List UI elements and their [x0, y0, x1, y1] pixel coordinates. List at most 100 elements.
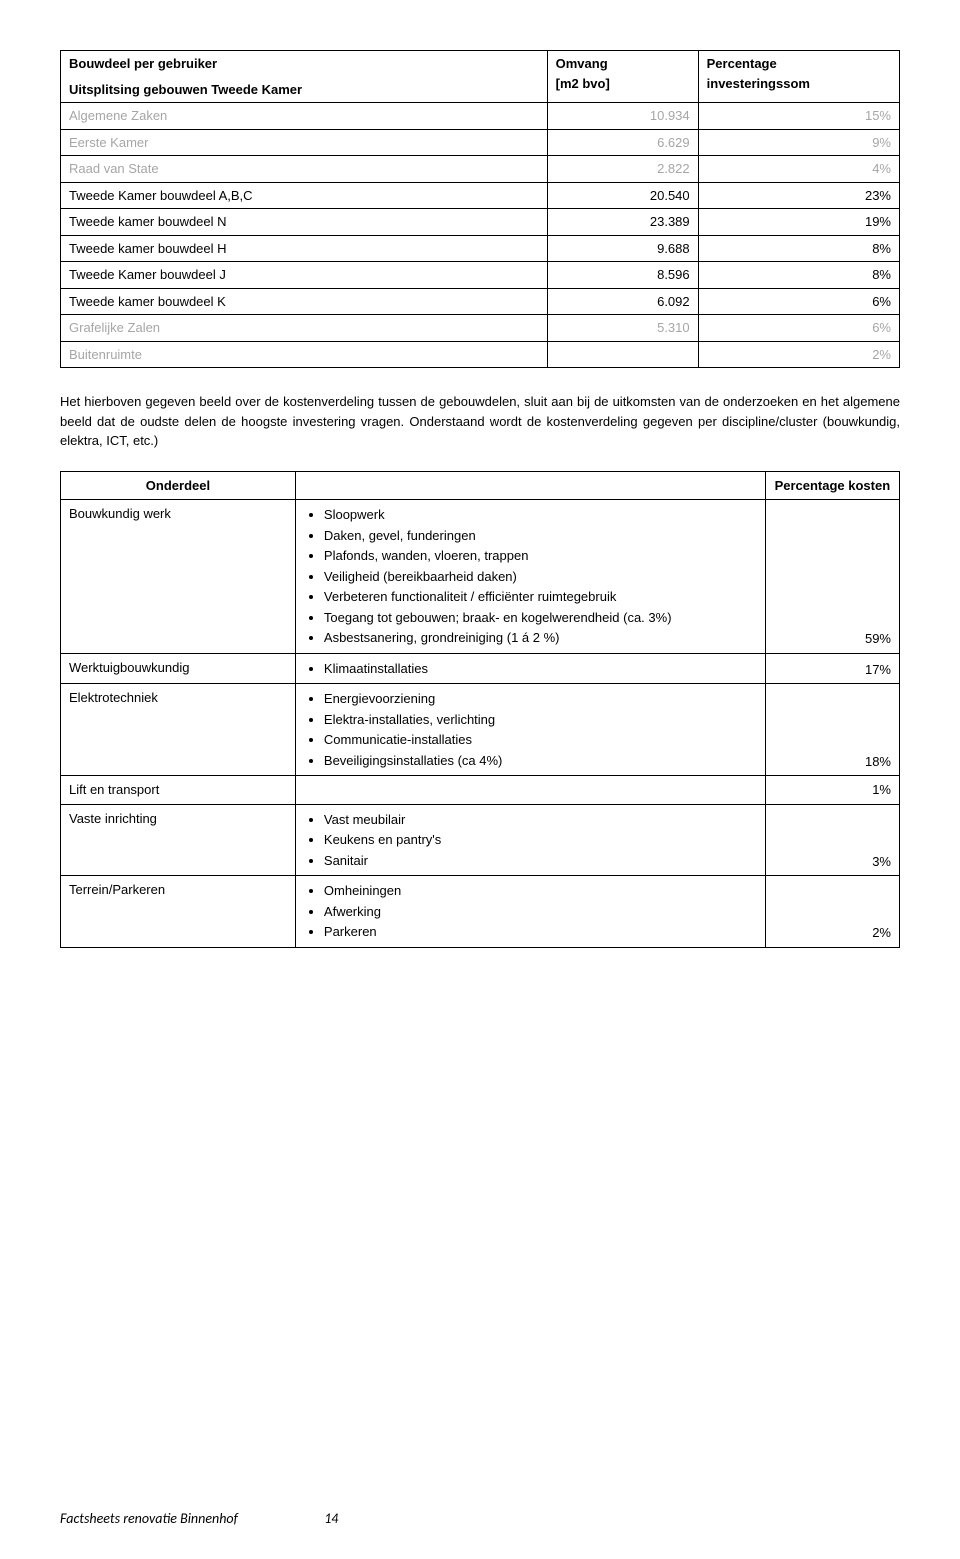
table-bouwdeel: Bouwdeel per gebruiker Uitsplitsing gebo…: [60, 50, 900, 368]
list-item: Elektra-installaties, verlichting: [324, 710, 757, 730]
table-row: Tweede Kamer bouwdeel A,B,C20.54023%: [61, 182, 900, 209]
cell-category: Vaste inrichting: [61, 804, 296, 876]
cell-pct: 6%: [698, 315, 899, 342]
footer-title: Factsheets renovatie Binnenhof: [60, 1510, 238, 1527]
cell-pct: 8%: [698, 262, 899, 289]
t2-h3: Percentage kosten: [765, 471, 899, 500]
cell-omvang: 10.934: [547, 103, 698, 130]
cell-label: Buitenruimte: [61, 341, 548, 368]
table-row: Raad van State2.8224%: [61, 156, 900, 183]
cell-category: Werktuigbouwkundig: [61, 653, 296, 684]
cell-label: Tweede Kamer bouwdeel J: [61, 262, 548, 289]
cell-label: Raad van State: [61, 156, 548, 183]
cell-pct: 1%: [765, 776, 899, 805]
cell-pct: 4%: [698, 156, 899, 183]
list-item: Verbeteren functionaliteit / efficiënter…: [324, 587, 757, 607]
cell-pct: 8%: [698, 235, 899, 262]
table-row: ElektrotechniekEnergievoorzieningElektra…: [61, 684, 900, 776]
cell-desc: Vast meubilairKeukens en pantry'sSanitai…: [295, 804, 765, 876]
cell-desc: EnergievoorzieningElektra-installaties, …: [295, 684, 765, 776]
list-item: Asbestsanering, grondreiniging (1 á 2 %): [324, 628, 757, 648]
cell-omvang: 23.389: [547, 209, 698, 236]
table-row: Tweede Kamer bouwdeel J8.5968%: [61, 262, 900, 289]
cell-category: Terrein/Parkeren: [61, 876, 296, 948]
cell-pct: 2%: [765, 876, 899, 948]
list-item: Sanitair: [324, 851, 757, 871]
t1-h1a: Bouwdeel per gebruiker: [69, 54, 539, 74]
cell-desc: OmheiningenAfwerkingParkeren: [295, 876, 765, 948]
table-row: Tweede kamer bouwdeel N23.38919%: [61, 209, 900, 236]
t1-h2b: [m2 bvo]: [556, 74, 690, 94]
cell-omvang: 8.596: [547, 262, 698, 289]
cell-omvang: [547, 341, 698, 368]
table-onderdeel: Onderdeel Percentage kosten Bouwkundig w…: [60, 471, 900, 948]
table-row: Terrein/ParkerenOmheiningenAfwerkingPark…: [61, 876, 900, 948]
list-item: Keukens en pantry's: [324, 830, 757, 850]
cell-desc: [295, 776, 765, 805]
list-item: Vast meubilair: [324, 810, 757, 830]
table-row: Buitenruimte 2%: [61, 341, 900, 368]
list-item: Veiligheid (bereikbaarheid daken): [324, 567, 757, 587]
cell-label: Grafelijke Zalen: [61, 315, 548, 342]
footer-page: 14: [324, 1510, 338, 1527]
t2-h-empty: [295, 471, 765, 500]
table-row: Bouwkundig werkSloopwerkDaken, gevel, fu…: [61, 500, 900, 654]
table-row: Werktuigbouwkundig Klimaatinstallaties 17%: [61, 653, 900, 684]
t1-h3a: Percentage: [707, 54, 891, 74]
t1-h3: Percentage investeringssom: [698, 51, 899, 103]
cell-desc: Klimaatinstallaties: [295, 653, 765, 684]
cell-pct: 9%: [698, 129, 899, 156]
cell-pct: 6%: [698, 288, 899, 315]
list-item: Sloopwerk: [324, 505, 757, 525]
list-item: Plafonds, wanden, vloeren, trappen: [324, 546, 757, 566]
list-item: Energievoorziening: [324, 689, 757, 709]
footer: Factsheets renovatie Binnenhof 14: [60, 1508, 900, 1529]
table-row: Algemene Zaken10.93415%: [61, 103, 900, 130]
cell-pct: 17%: [765, 653, 899, 684]
cell-pct: 15%: [698, 103, 899, 130]
list-item: Parkeren: [324, 922, 757, 942]
cell-category: Elektrotechniek: [61, 684, 296, 776]
cell-omvang: 2.822: [547, 156, 698, 183]
table-row: Tweede kamer bouwdeel K6.0926%: [61, 288, 900, 315]
table-row: Vaste inrichtingVast meubilairKeukens en…: [61, 804, 900, 876]
table-row: Tweede kamer bouwdeel H9.6888%: [61, 235, 900, 262]
t1-h2a: Omvang: [556, 54, 690, 74]
cell-omvang: 5.310: [547, 315, 698, 342]
cell-pct: 23%: [698, 182, 899, 209]
cell-category: Lift en transport: [61, 776, 296, 805]
cell-pct: 3%: [765, 804, 899, 876]
cell-omvang: 6.092: [547, 288, 698, 315]
table-row: Lift en transport 1%: [61, 776, 900, 805]
cell-pct: 19%: [698, 209, 899, 236]
body-paragraph: Het hierboven gegeven beeld over de kost…: [60, 392, 900, 451]
cell-label: Algemene Zaken: [61, 103, 548, 130]
cell-label: Eerste Kamer: [61, 129, 548, 156]
cell-label: Tweede Kamer bouwdeel A,B,C: [61, 182, 548, 209]
list-item: Communicatie-installaties: [324, 730, 757, 750]
list-item: Klimaatinstallaties: [324, 659, 757, 679]
cell-label: Tweede kamer bouwdeel H: [61, 235, 548, 262]
cell-label: Tweede kamer bouwdeel K: [61, 288, 548, 315]
cell-omvang: 20.540: [547, 182, 698, 209]
cell-pct: 59%: [765, 500, 899, 654]
list-item: Omheiningen: [324, 881, 757, 901]
cell-pct: 2%: [698, 341, 899, 368]
table-row: Grafelijke Zalen5.3106%: [61, 315, 900, 342]
list-item: Beveiligingsinstallaties (ca 4%): [324, 751, 757, 771]
cell-category: Bouwkundig werk: [61, 500, 296, 654]
cell-desc: SloopwerkDaken, gevel, funderingenPlafon…: [295, 500, 765, 654]
cell-omvang: 9.688: [547, 235, 698, 262]
t1-h1b: Uitsplitsing gebouwen Tweede Kamer: [69, 80, 539, 100]
cell-omvang: 6.629: [547, 129, 698, 156]
t1-h2: Omvang [m2 bvo]: [547, 51, 698, 103]
table-row: Eerste Kamer6.6299%: [61, 129, 900, 156]
cell-label: Tweede kamer bouwdeel N: [61, 209, 548, 236]
t2-h1: Onderdeel: [61, 471, 296, 500]
t1-h3b: investeringssom: [707, 74, 891, 94]
cell-pct: 18%: [765, 684, 899, 776]
list-item: Toegang tot gebouwen; braak- en kogelwer…: [324, 608, 757, 628]
list-item: Afwerking: [324, 902, 757, 922]
list-item: Daken, gevel, funderingen: [324, 526, 757, 546]
t1-h1: Bouwdeel per gebruiker Uitsplitsing gebo…: [61, 51, 548, 103]
